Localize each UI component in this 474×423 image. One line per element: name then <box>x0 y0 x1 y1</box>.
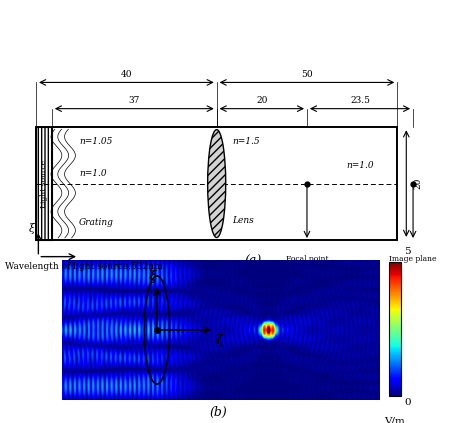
Text: ξ: ξ <box>28 223 35 234</box>
Text: ζ: ζ <box>216 334 223 347</box>
Text: V/m: V/m <box>384 417 405 423</box>
Text: 20: 20 <box>413 178 422 189</box>
Text: 0: 0 <box>404 398 410 407</box>
Text: 23.5: 23.5 <box>350 96 370 105</box>
Text: (b): (b) <box>209 406 227 419</box>
Text: (a): (a) <box>244 255 262 268</box>
Text: Light source: Light source <box>40 159 48 208</box>
Bar <box>36 127 52 240</box>
Text: 40: 40 <box>121 70 132 79</box>
Ellipse shape <box>208 129 226 238</box>
Bar <box>36 127 397 240</box>
Text: n=1.05: n=1.05 <box>79 137 112 146</box>
Text: Lens: Lens <box>232 216 254 225</box>
Text: n=1.5: n=1.5 <box>232 137 260 146</box>
Text: 50: 50 <box>301 70 313 79</box>
Text: Image plane: Image plane <box>389 255 437 263</box>
Text: ζ: ζ <box>78 262 84 273</box>
Text: Wavelength of light source:532nm: Wavelength of light source:532nm <box>5 262 163 271</box>
Text: Grating: Grating <box>79 218 114 227</box>
Text: n=1.0: n=1.0 <box>346 162 374 170</box>
Text: ξ: ξ <box>148 270 156 283</box>
Text: 37: 37 <box>128 96 140 105</box>
Text: 5: 5 <box>404 247 410 255</box>
Text: Focal point: Focal point <box>286 255 328 263</box>
Text: 20: 20 <box>256 96 267 105</box>
Text: n=1.0: n=1.0 <box>79 169 107 178</box>
